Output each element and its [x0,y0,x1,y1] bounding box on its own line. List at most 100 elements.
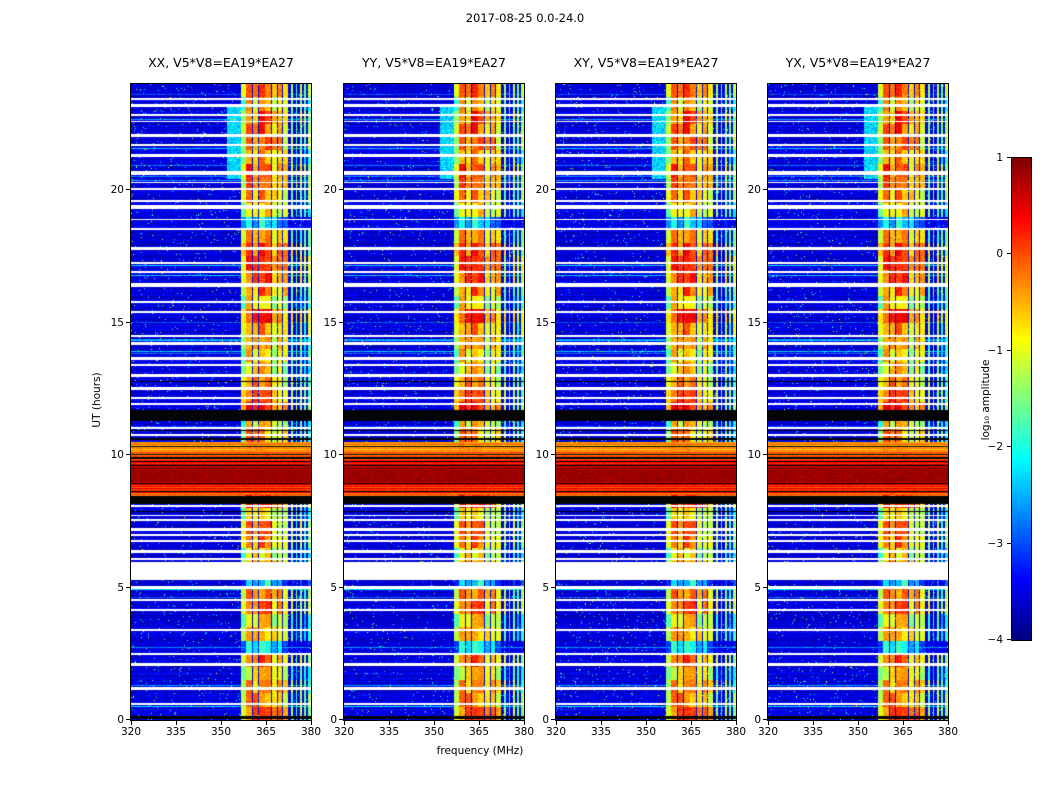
x-tick-label: 335 [165,726,187,738]
y-tick-label: 10 [323,449,337,461]
colorbar-tick-label: −1 [987,345,1003,357]
panel-title-yx: YX, V5*V8=EA19*EA27 [785,55,931,70]
y-tick-label: 10 [747,449,761,461]
x-tick [176,721,177,725]
x-tick-label: 380 [300,726,322,738]
x-tick-label: 365 [468,726,490,738]
y-tick [339,587,343,588]
colorbar-tick [1007,543,1011,544]
y-tick [339,454,343,455]
x-tick [389,721,390,725]
x-tick [434,721,435,725]
y-tick-label: 5 [117,582,124,594]
y-tick-label: 0 [754,714,761,726]
x-tick [601,721,602,725]
y-tick [763,322,767,323]
panel-title-xy: XY, V5*V8=EA19*EA27 [573,55,719,70]
y-tick-label: 15 [535,317,549,329]
y-tick [763,587,767,588]
y-tick-label: 20 [323,184,337,196]
colorbar-tick [1007,639,1011,640]
y-tick-label: 10 [535,449,549,461]
y-tick-label: 0 [330,714,337,726]
y-tick [551,189,555,190]
x-tick-label: 365 [892,726,914,738]
y-tick [126,189,130,190]
y-tick-label: 5 [330,582,337,594]
y-tick-label: 15 [110,317,124,329]
y-tick [126,719,130,720]
x-tick [813,721,814,725]
y-tick-label: 20 [747,184,761,196]
x-tick [691,721,692,725]
x-tick [266,721,267,725]
x-tick-label: 335 [378,726,400,738]
x-tick-label: 365 [680,726,702,738]
y-tick [763,719,767,720]
y-tick [551,719,555,720]
y-tick [339,189,343,190]
y-tick-label: 15 [323,317,337,329]
spectrogram-xx [130,83,312,721]
x-tick-label: 335 [590,726,612,738]
x-tick-label: 320 [333,726,355,738]
x-tick-label: 380 [725,726,747,738]
x-tick [858,721,859,725]
colorbar-tick-label: 0 [996,248,1003,260]
colorbar-gradient [1011,157,1032,641]
colorbar-tick-label: 1 [996,152,1003,164]
x-tick [311,721,312,725]
x-tick-label: 365 [255,726,277,738]
colorbar-label-text: log₁₀ amplitude [980,359,992,441]
colorbar-tick [1007,446,1011,447]
y-axis-label: UT (hours) [89,300,105,500]
x-tick [524,721,525,725]
y-tick-label: 10 [110,449,124,461]
x-tick-label: 320 [757,726,779,738]
y-tick [126,322,130,323]
y-tick-label: 5 [542,582,549,594]
y-tick-label: 5 [754,582,761,594]
colorbar-tick-label: −2 [987,441,1003,453]
x-tick-label: 350 [210,726,232,738]
x-axis-label: frequency (MHz) [436,745,524,757]
y-tick-label: 0 [542,714,549,726]
y-tick [126,587,130,588]
y-tick-label: 0 [117,714,124,726]
y-tick [339,322,343,323]
x-tick-label: 350 [423,726,445,738]
x-tick [344,721,345,725]
x-tick [221,721,222,725]
spectrogram-xy [555,83,737,721]
x-tick-label: 380 [513,726,535,738]
y-tick [126,454,130,455]
colorbar-label: log₁₀ amplitude [978,300,994,500]
x-tick [948,721,949,725]
y-tick-label: 20 [110,184,124,196]
panel-title-xx: XX, V5*V8=EA19*EA27 [148,55,294,70]
x-tick [646,721,647,725]
x-tick-label: 350 [847,726,869,738]
y-tick [339,719,343,720]
spectrogram-yx [767,83,949,721]
y-tick [551,454,555,455]
x-tick-label: 380 [937,726,959,738]
x-tick [768,721,769,725]
colorbar-tick [1007,253,1011,254]
colorbar-tick [1007,157,1011,158]
x-tick [736,721,737,725]
x-tick [479,721,480,725]
figure-title: 2017-08-25 0.0-24.0 [465,11,585,25]
x-tick-label: 320 [120,726,142,738]
colorbar-tick [1007,350,1011,351]
panel-title-yy: YY, V5*V8=EA19*EA27 [362,55,506,70]
y-tick [763,189,767,190]
colorbar-tick-label: −4 [987,634,1003,646]
x-tick [556,721,557,725]
colorbar-tick-label: −3 [987,538,1003,550]
y-tick-label: 15 [747,317,761,329]
x-tick-label: 320 [545,726,567,738]
x-tick [131,721,132,725]
y-tick [763,454,767,455]
